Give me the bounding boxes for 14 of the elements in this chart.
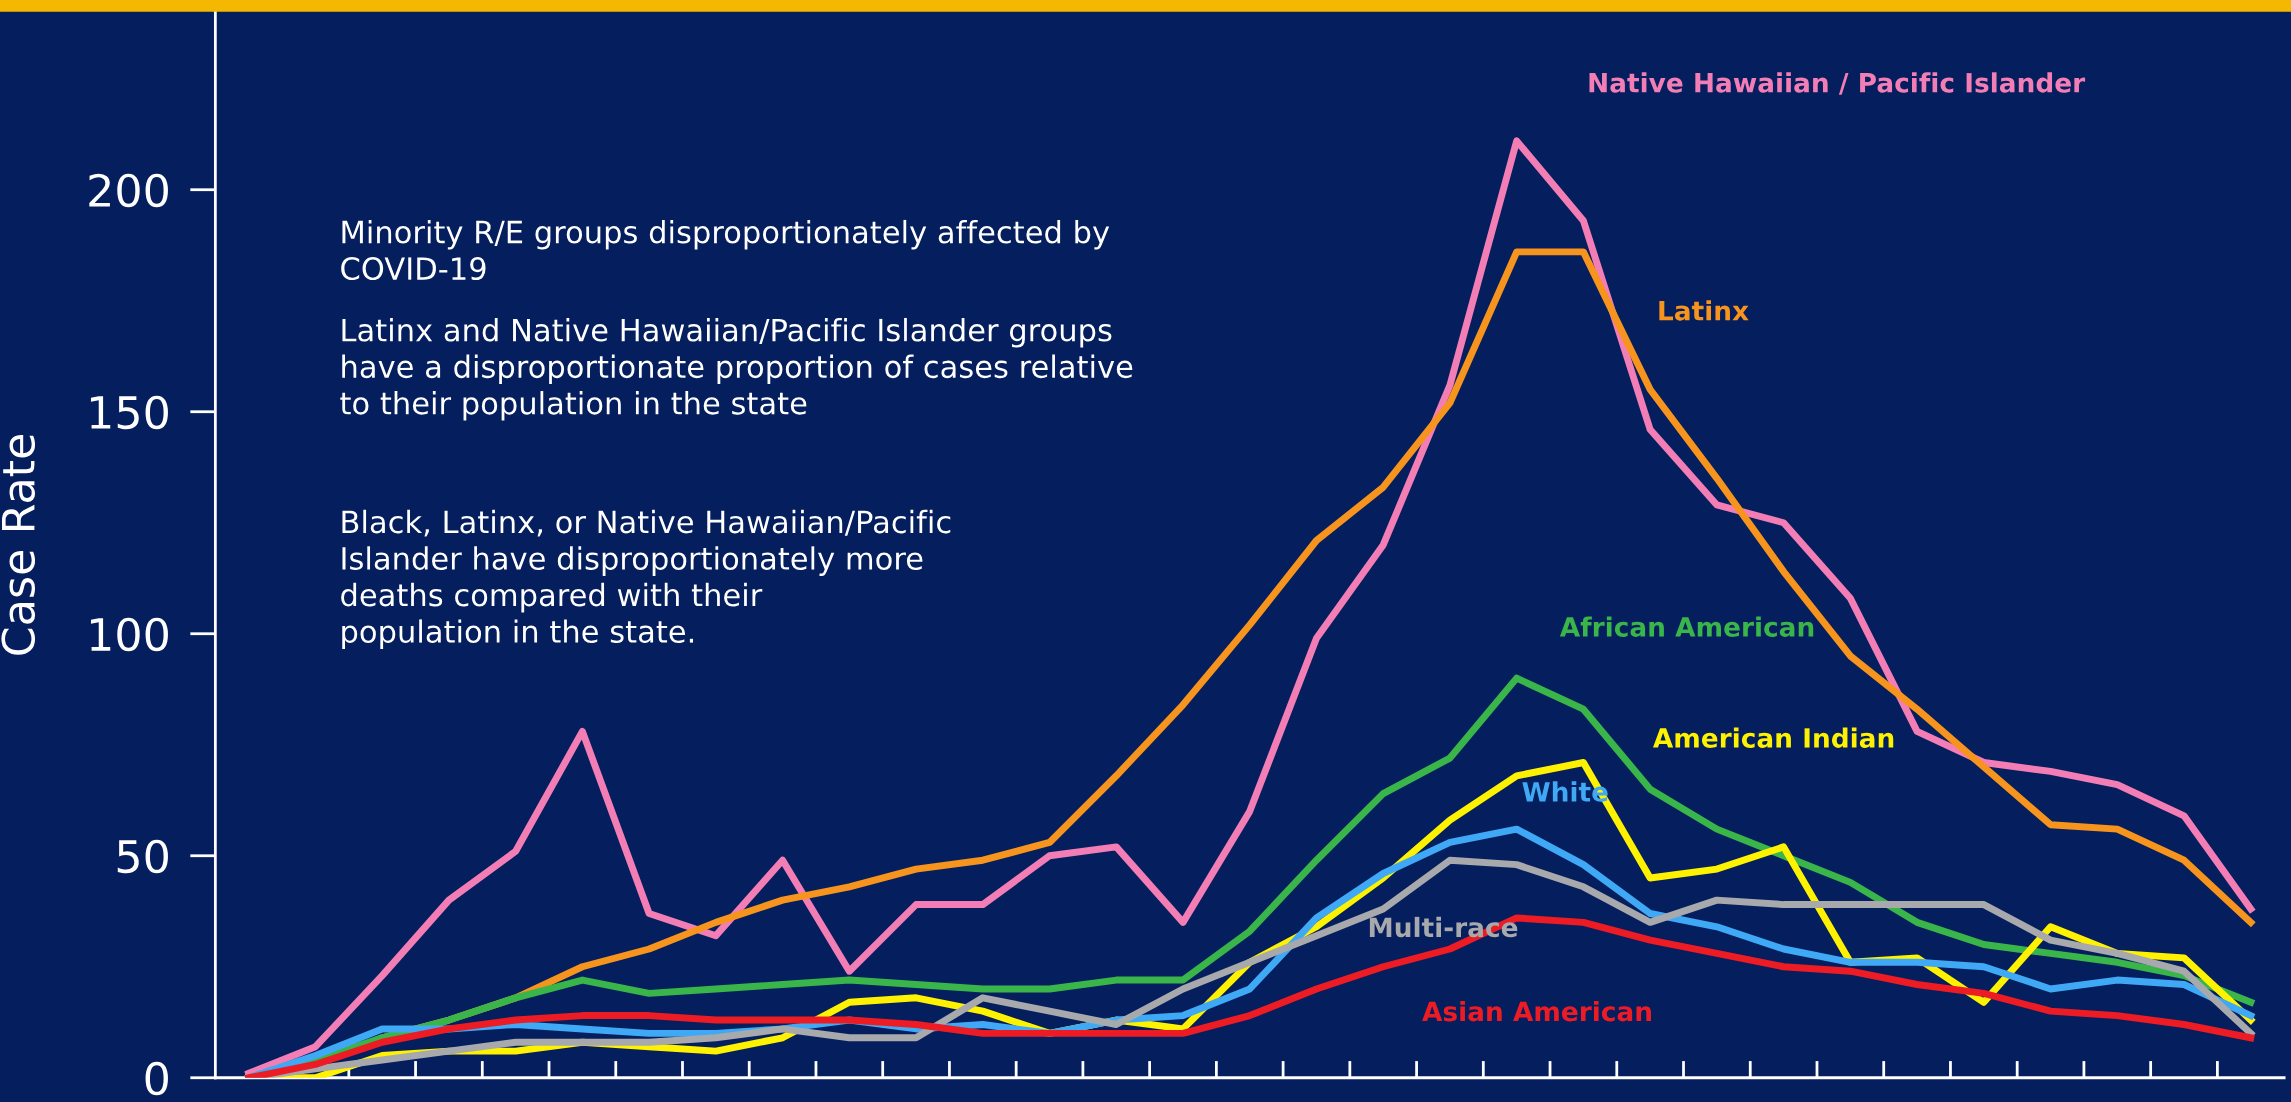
annotation: Black, Latinx, or Native Hawaiian/Pacific Islander have disproportionately more deaths compared with their population in the state. [341, 509, 951, 649]
text: African American [1559, 616, 1814, 637]
text: American Indian [1652, 727, 1894, 748]
series-label: Asian American [1422, 1000, 1651, 1022]
y-tick-label: 0 [145, 1061, 168, 1096]
text: Native Hawaiian / Pacific Islander [1589, 72, 2086, 95]
y-tick-label: 200 [89, 173, 168, 208]
y-axis-title: Case Rate [1, 434, 36, 655]
series-label: Latinx [1659, 300, 1749, 321]
annotation: Minority R/E groups disproportionately affected by COVID-19 [341, 219, 1110, 281]
y-tick-label: 100 [90, 617, 168, 652]
y-tick-label: 50 [117, 839, 168, 874]
y-tick-label: 150 [90, 395, 168, 430]
annotation: Latinx and Native Hawaiian/Pacific Islander groups have a disproportionate proportion of cases relative to their population in the state [340, 317, 1133, 421]
